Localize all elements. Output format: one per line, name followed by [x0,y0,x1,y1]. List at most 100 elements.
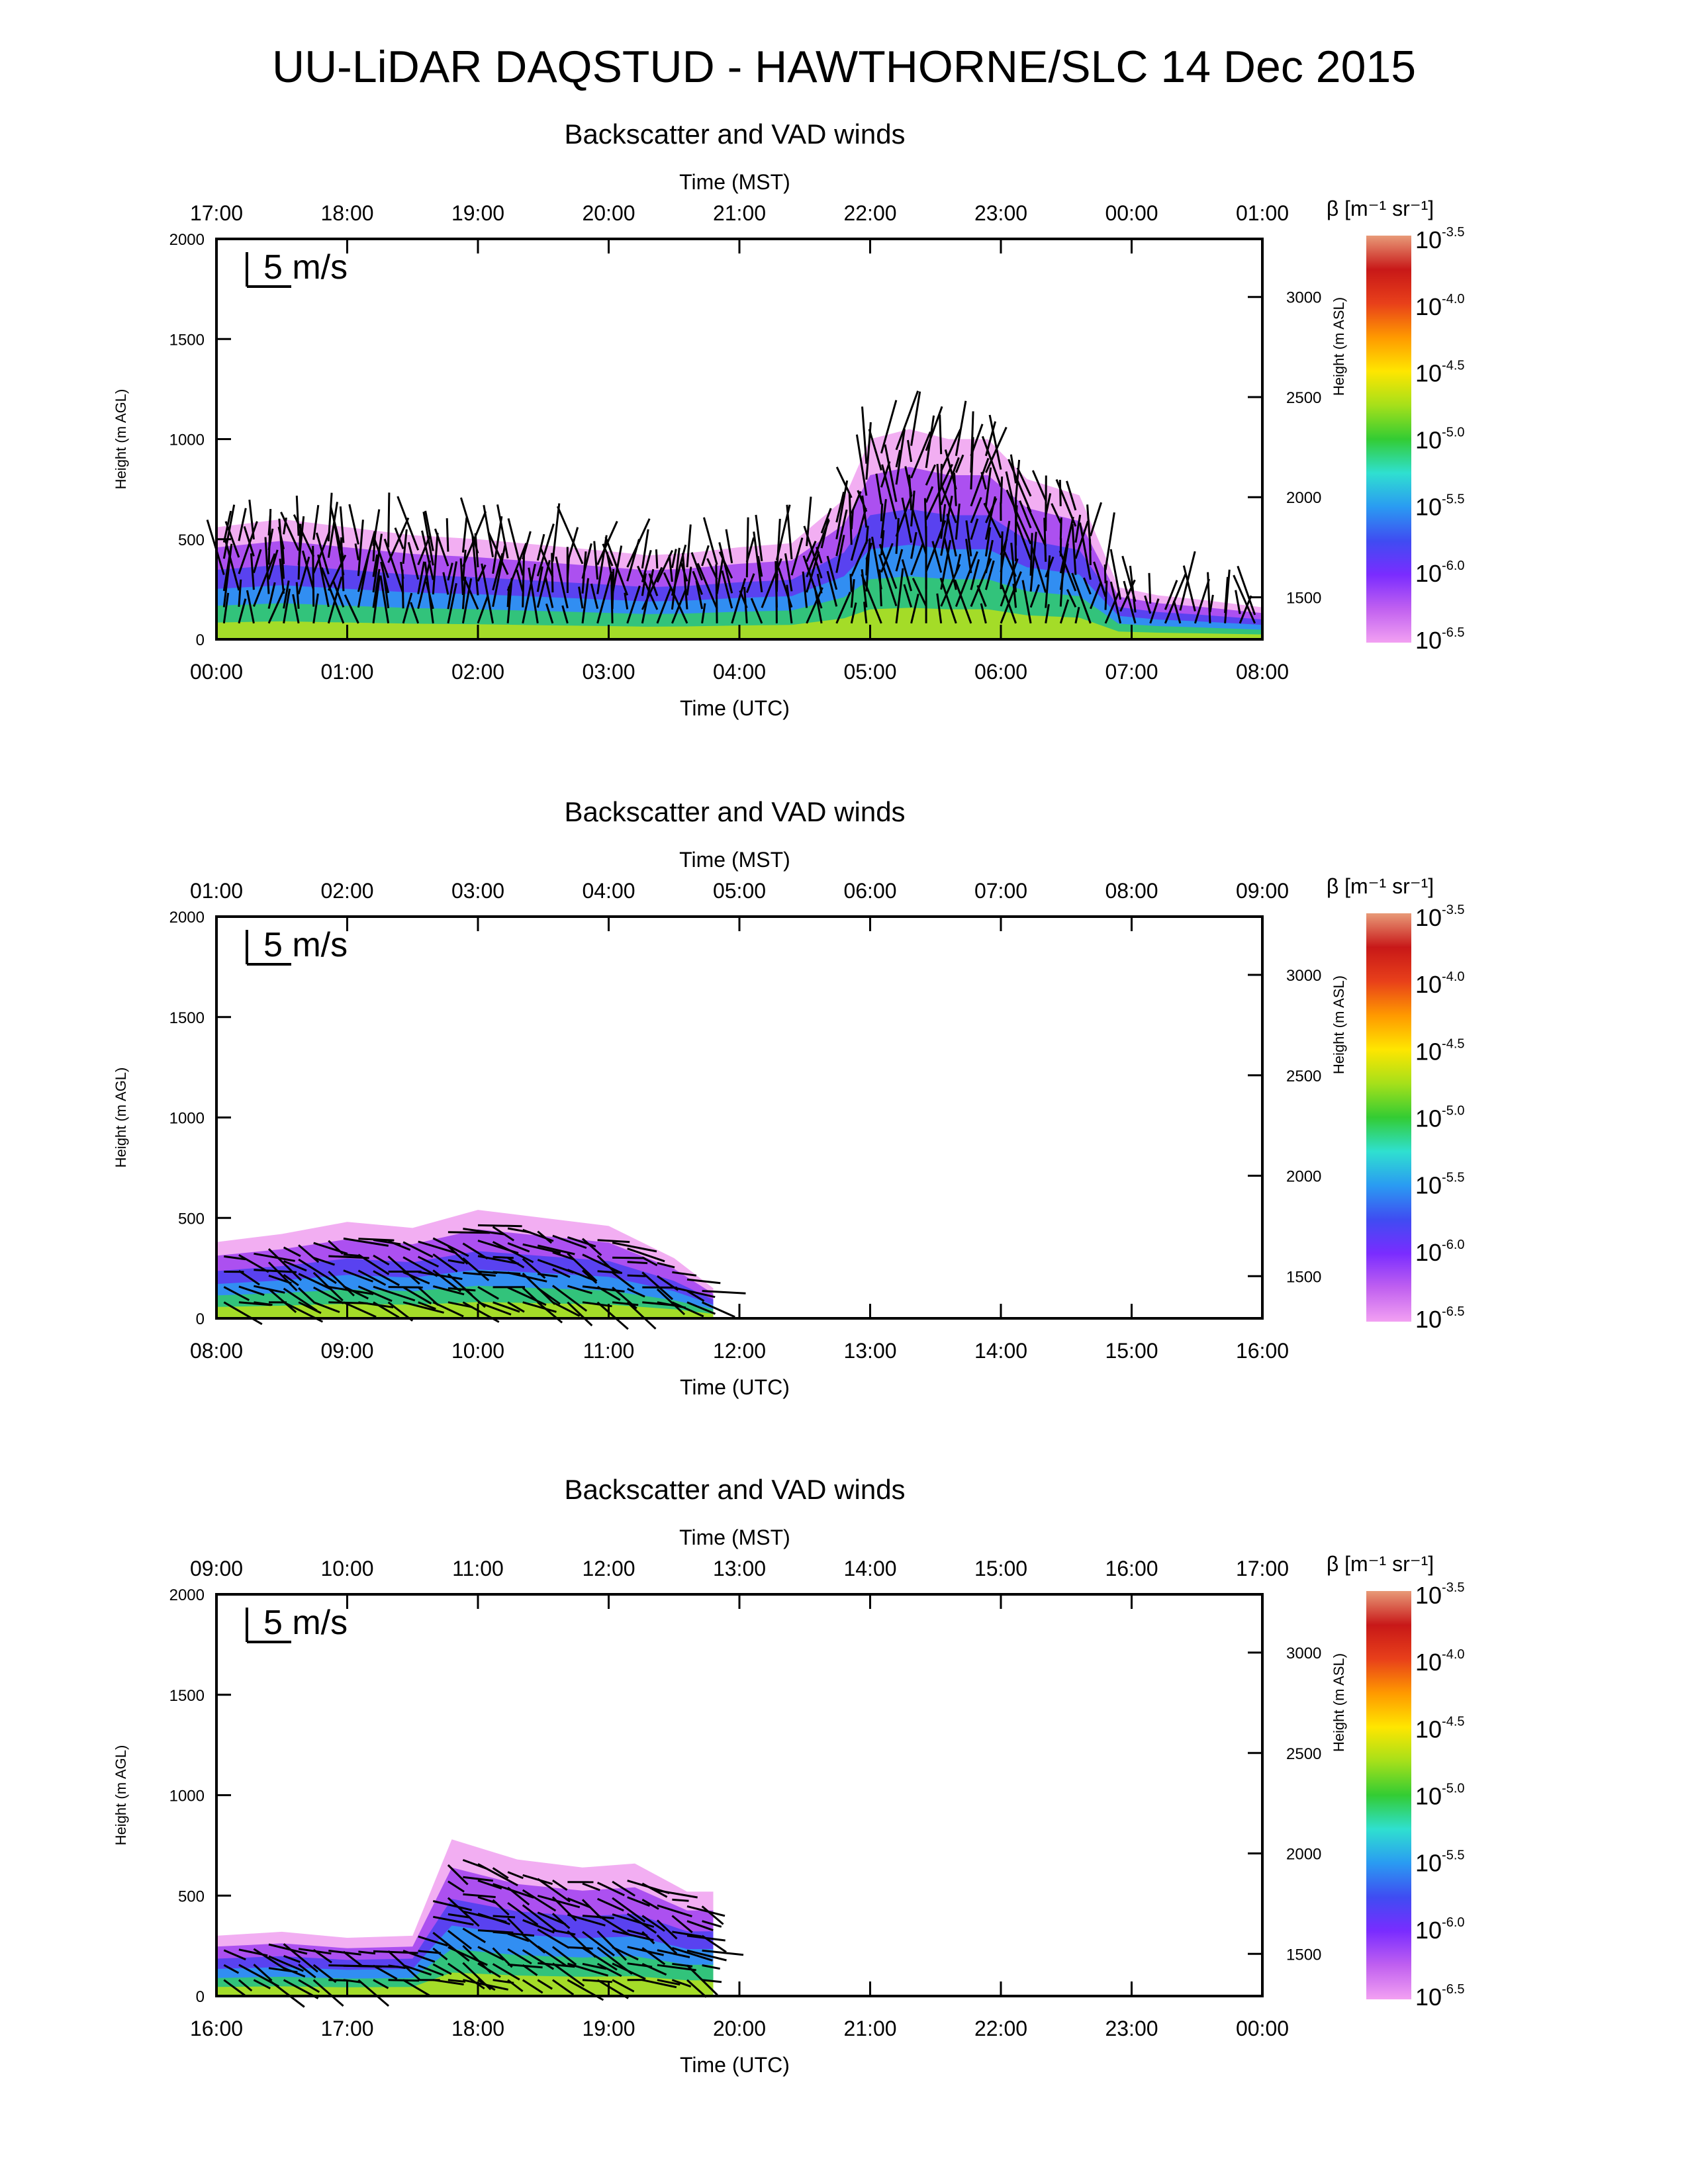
wind-vector [750,598,763,624]
wind-vector [1045,556,1055,578]
wind-vector [343,1237,389,1247]
wind-vector [641,1963,667,1976]
wind-vector [850,508,867,561]
wind-vector [641,1271,673,1300]
wind-vector [701,1905,724,1925]
wind-vector [931,541,943,573]
wind-vector [716,559,724,594]
wind-vector [267,528,274,551]
wind-vector [1071,524,1077,575]
wind-vector [253,1948,285,1970]
wind-vector [372,554,379,577]
wind-vector [612,1913,655,1928]
wind-vector [582,1253,622,1274]
y-right-tick-label: 2000 [1286,1846,1321,1864]
wind-vector [279,559,285,594]
wind-vector [402,1271,430,1285]
wind-vector [865,542,873,560]
wind-vector [432,1237,469,1257]
wind-vector [264,537,270,594]
wind-vector [657,1979,680,1986]
wind-vector [492,1899,510,1916]
wind-vector [731,578,747,624]
y-right-tick-label: 2500 [1286,389,1321,407]
x-top-tick-label: 23:00 [974,201,1027,225]
wind-vector [686,1290,705,1302]
wind-vector [944,449,957,490]
wind-vector [418,1964,444,1976]
wind-vector [940,428,962,472]
wind-vector [880,400,898,454]
wind-vector [238,579,242,608]
wind-vector [604,537,629,596]
wind-vector [875,473,882,505]
colorbar-tick-label: 10-6.5 [1415,1304,1465,1333]
wind-vector [786,584,793,623]
wind-vector [626,585,641,624]
colorbar-tick-label: 10-4.5 [1415,1714,1465,1743]
wind-vector [552,1880,568,1891]
wind-vector [925,464,937,486]
wind-vector [686,524,692,568]
wind-vector [492,1226,515,1242]
wind-vector [357,1253,390,1275]
wind-vector [903,584,913,608]
colorbar-tick-base: 10 [1415,360,1442,387]
colorbar-tick-exp: -4.5 [1442,1714,1464,1729]
wind-vector [243,525,255,557]
wind-vector [461,517,468,553]
wind-vector [1079,522,1092,580]
wind-vector [671,549,677,569]
wind-vector [955,553,962,574]
wind-vector [582,1882,600,1891]
wind-vector [522,1964,538,1976]
wind-vector [402,1950,436,1963]
wind-vector [1045,493,1052,516]
y-axis-label: Height (m AGL) [113,389,129,490]
colorbar-tick-exp: -3.5 [1442,225,1464,240]
x-tick-label: 12:00 [713,1339,766,1363]
wind-vector [357,520,364,576]
wind-vector [292,594,300,624]
wind-vector [980,472,987,490]
wind-vector [432,1253,458,1273]
colorbar-tick-exp: -4.0 [1442,970,1464,984]
colorbar-tick-base: 10 [1415,1783,1442,1810]
wind-vector [850,510,854,529]
wind-vector [522,1243,561,1254]
wind-vector [537,1929,570,1949]
x-tick-label: 01:00 [320,660,373,684]
x-tick-label: 05:00 [843,660,896,684]
wind-vector [806,587,823,624]
wind-vector [657,1261,675,1269]
colorbar-tick-label: 10-5.5 [1415,492,1465,520]
x-axis-label: Time (UTC) [680,2053,790,2077]
wind-vector [537,1894,581,1909]
wind-vector [641,1979,677,1989]
wind-vector [538,1273,558,1278]
wind-vector [312,504,320,540]
colorbar-tick-base: 10 [1415,1306,1442,1333]
x-top-tick-label: 01:00 [190,879,243,903]
wind-vector [1090,581,1102,610]
wind-vector [537,1911,566,1925]
colorbar-tick-label: 10-5.0 [1415,426,1465,454]
wind-vector [238,598,247,624]
wind-vector [447,1231,491,1234]
wind-vector [597,1270,623,1274]
wind-vector [254,1269,297,1273]
wind-vector [507,1301,525,1313]
wind-vector [582,1915,614,1919]
wind-vector [936,593,943,623]
wind-vector [602,543,614,567]
wind-vector [297,516,305,565]
wind-vector [1000,584,1017,624]
wind-vector [268,1955,304,1972]
wind-vector [701,603,706,624]
wind-vector [492,516,503,574]
wind-vector [545,603,554,624]
y-tick-label: 0 [196,1988,205,2006]
wind-vector [672,1271,697,1277]
wind-vector [596,1301,629,1330]
